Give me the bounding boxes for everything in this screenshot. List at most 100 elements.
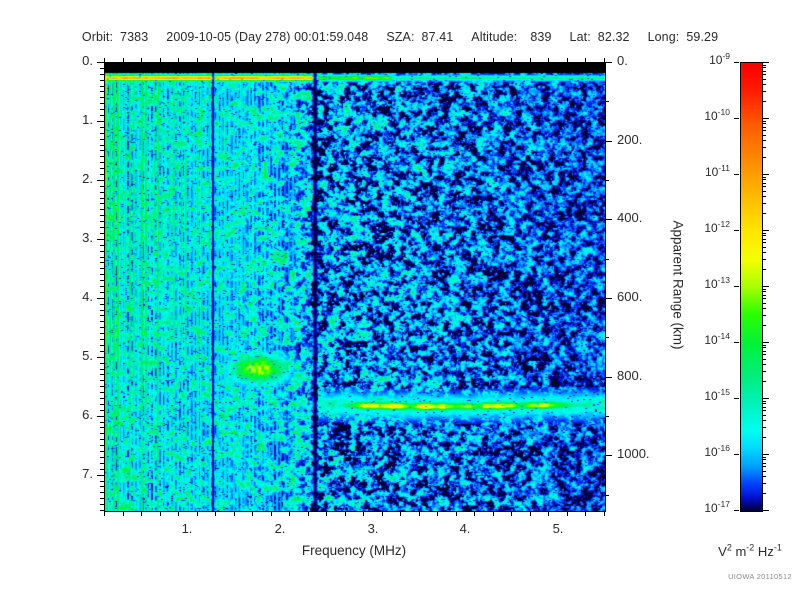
colorbar-tick-minor	[762, 410, 766, 411]
x-tick-minor	[400, 511, 401, 516]
cb-mantissa: 10	[704, 221, 718, 235]
colorbar-tick-minor	[762, 295, 766, 296]
top-tick-minor	[419, 58, 420, 62]
y-tick-minor	[100, 174, 104, 175]
right-axis-title: Apparent Range (km)	[670, 220, 686, 350]
colorbar-tick-minor	[762, 289, 766, 290]
lat-value: 82.32	[597, 30, 630, 44]
right-tick-minor	[605, 337, 609, 338]
long-value: 59.29	[686, 30, 719, 44]
x-tick-minor	[308, 511, 309, 516]
x-tick-minor	[585, 511, 586, 516]
cb-exponent: -14	[717, 331, 730, 341]
top-tick-minor	[252, 58, 253, 62]
colorbar-tick-minor	[762, 130, 766, 131]
y-tick-minor	[100, 209, 104, 210]
y-tick-major	[97, 121, 104, 122]
colorbar-tick-minor	[762, 303, 766, 304]
y-tick-minor	[100, 91, 104, 92]
y-tick-minor	[100, 262, 104, 263]
radargram-plot-area	[104, 62, 606, 512]
orbit-label: Orbit:	[81, 30, 114, 44]
lat-label: Lat:	[569, 30, 591, 44]
colorbar-tick-minor	[762, 67, 766, 68]
colorbar-tick-minor	[762, 403, 766, 404]
colorbar-tick-minor	[762, 269, 766, 270]
y-tick-major	[97, 62, 104, 63]
y-tick-minor	[100, 192, 104, 193]
unit-hz: Hz	[754, 544, 774, 559]
y-tick-minor	[100, 445, 104, 446]
top-tick-minor	[493, 58, 494, 62]
colorbar-tick-minor	[762, 123, 766, 124]
altitude-value: 839	[530, 30, 552, 44]
colorbar-tick-minor	[762, 235, 766, 236]
y-tick-minor	[100, 304, 104, 305]
cb-exponent: -12	[717, 219, 730, 229]
unit-hz-exp: -1	[773, 542, 782, 553]
colorbar-tick-minor	[762, 354, 766, 355]
colorbar-tick-minor	[762, 213, 766, 214]
top-tick-minor	[289, 58, 290, 62]
y-tick-minor	[100, 215, 104, 216]
y-tick-major	[97, 239, 104, 240]
y-tick-minor	[100, 103, 104, 104]
colorbar-tick-minor	[762, 483, 766, 484]
colorbar-unit-label: V2 m-2 Hz-1	[718, 542, 782, 559]
right-tick-minor	[605, 180, 609, 181]
long-label: Long:	[647, 30, 680, 44]
y-tick-minor	[100, 439, 104, 440]
colorbar-tick-minor	[762, 351, 766, 352]
colorbar-tick-minor	[762, 177, 766, 178]
top-tick-minor	[585, 58, 586, 62]
colorbar-tick-minor	[762, 135, 766, 136]
x-tick-minor	[271, 511, 272, 516]
x-tick-minor	[234, 511, 235, 516]
y-tick-minor	[100, 380, 104, 381]
y-tick-minor	[100, 86, 104, 87]
colorbar-tick-minor	[762, 420, 766, 421]
y-tick-minor	[100, 398, 104, 399]
top-tick-minor	[437, 58, 438, 62]
figure-header: Orbit: 7383 2009-10-05 (Day 278) 00:01:59.…	[0, 30, 800, 44]
colorbar-tick-minor	[762, 493, 766, 494]
y-tick-minor	[100, 339, 104, 340]
colorbar-tick-minor	[762, 427, 766, 428]
y-tick-minor	[100, 150, 104, 151]
colorbar-tick-minor	[762, 471, 766, 472]
y-tick-major	[97, 475, 104, 476]
y-tick-minor	[100, 233, 104, 234]
colorbar-tick-minor	[762, 437, 766, 438]
right-tick-minor	[605, 495, 609, 496]
colorbar-tick-minor	[762, 291, 766, 292]
y-tick-minor	[100, 68, 104, 69]
y-tick-minor	[100, 156, 104, 157]
y-tick-minor	[100, 221, 104, 222]
colorbar-tick-minor	[762, 186, 766, 187]
unit-m-exp: -2	[746, 542, 755, 553]
y-tick-minor	[100, 333, 104, 334]
top-tick-minor	[567, 58, 568, 62]
colorbar-tick-label: 10-10	[704, 108, 730, 123]
right-tick-minor	[605, 416, 609, 417]
colorbar-tick-minor	[762, 466, 766, 467]
y-tick-minor	[100, 310, 104, 311]
top-tick-minor	[456, 58, 457, 62]
y-tick-minor	[100, 433, 104, 434]
unit-m: m	[731, 544, 747, 559]
right-tick-major	[605, 219, 612, 220]
x-tick-label: 1.	[181, 521, 193, 536]
colorbar-tick-minor	[762, 147, 766, 148]
colorbar-tick-left	[734, 510, 739, 511]
y-tick-minor	[100, 74, 104, 75]
y-tick-minor	[100, 369, 104, 370]
top-tick-minor	[326, 58, 327, 62]
colorbar-tick-minor	[762, 74, 766, 75]
colorbar-tick-minor	[762, 239, 766, 240]
colorbar-tick-minor	[762, 157, 766, 158]
colorbar-tick-major	[762, 398, 769, 399]
cb-exponent: -9	[722, 51, 730, 61]
colorbar-tick-minor	[762, 84, 766, 85]
y-tick-label: 5.	[82, 348, 93, 363]
top-tick-minor	[271, 58, 272, 62]
